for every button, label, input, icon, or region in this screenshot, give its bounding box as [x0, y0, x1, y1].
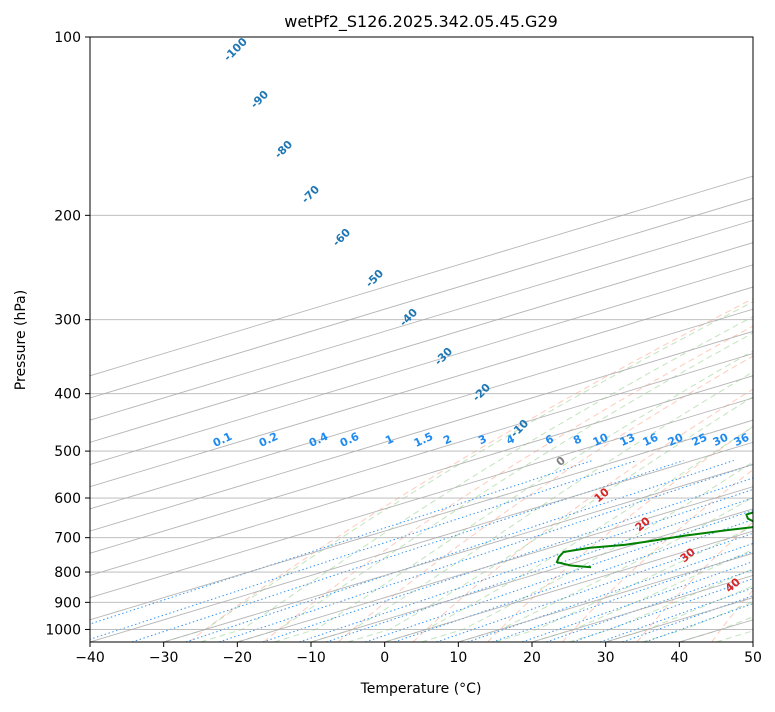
y-axis-label: Pressure (hPa): [13, 290, 29, 390]
y-tick-label: 300: [54, 313, 81, 329]
x-tick-label: 50: [744, 650, 762, 666]
x-tick-label: 10: [449, 650, 467, 666]
x-tick-label: −30: [149, 650, 179, 666]
x-axis-label: Temperature (°C): [360, 681, 482, 697]
x-tick-label: −40: [75, 650, 105, 666]
x-tick-label: 30: [597, 650, 615, 666]
x-tick-label: 0: [380, 650, 389, 666]
x-tick-label: −10: [296, 650, 326, 666]
x-tick-label: 20: [523, 650, 541, 666]
x-axis: −40 −30 −20 −10 0 10 20 30 40 50: [75, 642, 762, 666]
y-tick-label: 1000: [45, 622, 81, 638]
y-tick-label: 500: [54, 444, 81, 460]
y-tick-label: 200: [54, 208, 81, 224]
y-tick-label: 400: [54, 387, 81, 403]
isotherm-line: [753, 37, 775, 642]
y-axis: 1000 900 800 700 600 500 400 300 200 100: [45, 30, 90, 638]
x-tick-label: −20: [223, 650, 253, 666]
y-tick-label: 100: [54, 30, 81, 46]
y-tick-label: 600: [54, 491, 81, 507]
y-tick-label: 700: [54, 531, 81, 547]
x-tick-label: 40: [670, 650, 688, 666]
chart-title: wetPf2_S126.2025.342.05.45.G29: [284, 12, 558, 32]
y-tick-label: 900: [54, 595, 81, 611]
y-tick-label: 800: [54, 565, 81, 581]
